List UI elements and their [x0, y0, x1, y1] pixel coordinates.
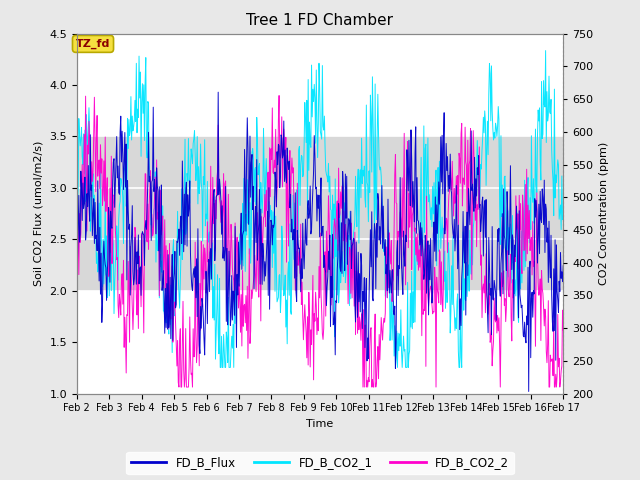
Y-axis label: CO2 Concentration (ppm): CO2 Concentration (ppm)	[599, 142, 609, 285]
Y-axis label: Soil CO2 Flux (umol/m2/s): Soil CO2 Flux (umol/m2/s)	[34, 141, 44, 286]
Text: TZ_fd: TZ_fd	[76, 39, 110, 49]
Title: Tree 1 FD Chamber: Tree 1 FD Chamber	[246, 13, 394, 28]
X-axis label: Time: Time	[307, 419, 333, 429]
Bar	[77, 136, 563, 291]
Legend: FD_B_Flux, FD_B_CO2_1, FD_B_CO2_2: FD_B_Flux, FD_B_CO2_1, FD_B_CO2_2	[126, 452, 514, 474]
